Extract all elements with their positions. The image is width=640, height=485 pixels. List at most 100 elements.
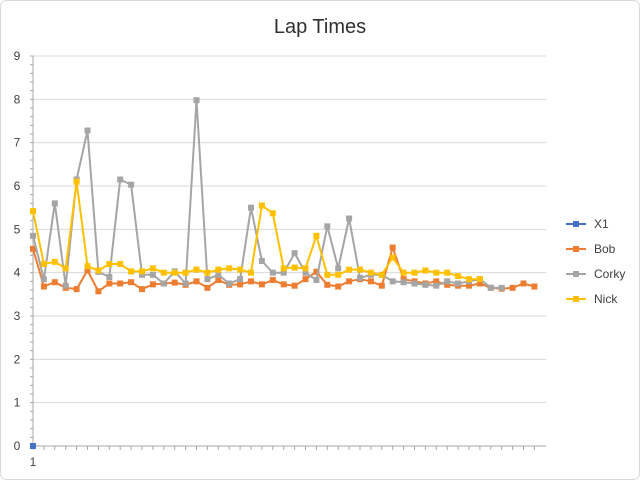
data-point: [160, 269, 167, 276]
legend-entry: Bob: [566, 242, 616, 256]
data-point: [117, 261, 124, 267]
data-point: [117, 280, 124, 287]
data-point: [302, 269, 309, 276]
y-tick-label: 1: [14, 396, 21, 410]
data-point: [237, 266, 244, 273]
data-point: [62, 282, 69, 289]
data-point: [280, 265, 287, 272]
legend-marker: [573, 271, 579, 277]
data-point: [149, 281, 156, 288]
data-point: [476, 280, 483, 287]
data-point: [40, 283, 47, 290]
data-point: [466, 282, 472, 289]
data-point: [411, 269, 418, 276]
series-lines: [30, 97, 538, 449]
legend-entry: Nick: [566, 292, 618, 306]
data-point: [73, 286, 80, 293]
data-point: [30, 232, 36, 239]
data-point: [215, 277, 222, 284]
data-point: [237, 281, 244, 288]
legend-label: Nick: [594, 292, 618, 306]
data-point: [324, 281, 331, 288]
data-point: [291, 282, 298, 289]
data-point: [313, 268, 320, 275]
data-point: [433, 282, 440, 289]
y-tick-label: 2: [14, 352, 21, 366]
legend-entry: X1: [566, 217, 609, 231]
data-point: [422, 281, 429, 288]
data-point: [193, 97, 200, 104]
data-point: [411, 280, 418, 287]
data-point: [95, 288, 102, 295]
data-point: [215, 271, 222, 278]
data-point: [389, 278, 396, 285]
data-point: [226, 280, 233, 287]
data-point: [258, 202, 265, 209]
data-point: [335, 283, 342, 290]
data-point: [237, 276, 244, 283]
data-point: [324, 271, 331, 278]
series-bob: [30, 244, 538, 295]
data-point: [139, 286, 145, 293]
data-point: [520, 280, 527, 287]
y-tick-label: 3: [14, 309, 21, 323]
data-point: [357, 274, 363, 281]
data-point: [324, 223, 331, 230]
data-point: [51, 200, 58, 207]
legend-marker: [573, 246, 579, 252]
data-point: [149, 271, 156, 278]
legend-label: Corky: [594, 267, 625, 281]
data-point: [139, 268, 145, 275]
data-point: [291, 250, 298, 257]
data-point: [455, 280, 462, 287]
data-point: [248, 269, 254, 276]
y-tick-label: 4: [14, 266, 21, 280]
data-point: [204, 284, 211, 291]
data-point: [73, 178, 80, 185]
y-tick-label: 9: [14, 49, 21, 63]
data-point: [444, 278, 451, 285]
data-point: [422, 267, 429, 274]
gridlines: [33, 55, 546, 404]
data-point: [30, 208, 36, 215]
data-point: [139, 271, 145, 278]
data-point: [84, 267, 91, 274]
data-point: [128, 279, 135, 286]
data-point: [84, 127, 91, 134]
data-point: [248, 204, 254, 211]
data-point: [335, 265, 342, 272]
data-point: [269, 210, 276, 217]
y-tick-label: 7: [14, 136, 21, 150]
data-point: [498, 284, 505, 291]
data-point: [313, 232, 320, 239]
data-point: [389, 254, 396, 261]
data-point: [531, 283, 538, 290]
data-point: [117, 176, 124, 183]
data-point: [291, 264, 298, 271]
data-point: [313, 277, 320, 284]
data-point: [357, 266, 363, 273]
data-point: [40, 276, 47, 283]
data-point: [62, 265, 69, 272]
data-point: [30, 245, 36, 252]
data-point: [106, 274, 113, 280]
data-point: [444, 281, 451, 288]
data-point: [400, 279, 407, 286]
data-point: [51, 279, 58, 286]
data-point: [95, 267, 102, 274]
data-point: [269, 269, 276, 276]
data-point: [51, 258, 58, 265]
legend-label: X1: [594, 217, 609, 231]
series-nick: [30, 178, 483, 283]
data-point: [128, 181, 135, 188]
data-point: [389, 244, 396, 251]
data-point: [444, 269, 451, 276]
data-point: [455, 273, 462, 280]
data-point: [226, 265, 233, 272]
y-tick-label: 5: [14, 222, 21, 236]
data-point: [476, 276, 483, 283]
data-point: [487, 284, 494, 291]
legend: X1 Bob Corky Nick: [566, 217, 625, 306]
